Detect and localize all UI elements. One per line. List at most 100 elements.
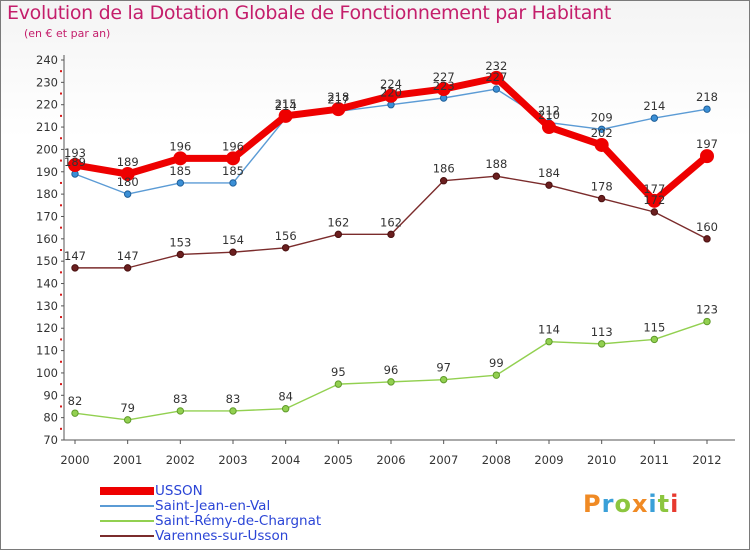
y-tick-label: 160 bbox=[36, 232, 58, 246]
data-point bbox=[229, 248, 237, 256]
data-point bbox=[703, 105, 711, 113]
x-tick-label: 2007 bbox=[429, 453, 458, 467]
data-label: 180 bbox=[117, 175, 139, 189]
data-label: 156 bbox=[275, 229, 297, 243]
data-label: 218 bbox=[696, 90, 718, 104]
y-tick-label: 210 bbox=[36, 120, 58, 134]
y-tick-label: 130 bbox=[36, 299, 58, 313]
data-label: 210 bbox=[538, 108, 560, 122]
data-label: 177 bbox=[643, 182, 665, 196]
y-minor-tick bbox=[60, 271, 62, 274]
data-point bbox=[492, 172, 501, 180]
data-label: 84 bbox=[278, 390, 293, 404]
data-point bbox=[123, 190, 132, 198]
data-point bbox=[436, 82, 451, 97]
data-point bbox=[384, 88, 398, 103]
data-point bbox=[650, 208, 659, 216]
y-minor-tick bbox=[60, 360, 62, 363]
y-tick-label: 80 bbox=[43, 411, 58, 425]
logo-letter: o bbox=[614, 490, 632, 518]
data-label: 83 bbox=[226, 392, 241, 406]
y-minor-tick bbox=[60, 338, 62, 341]
data-label: 189 bbox=[64, 155, 86, 169]
data-point bbox=[71, 264, 79, 272]
data-label: 172 bbox=[643, 193, 665, 207]
legend-item: USSON bbox=[100, 484, 400, 499]
data-point bbox=[120, 167, 135, 181]
chart-subtitle: (en € et par an) bbox=[24, 27, 111, 40]
data-point bbox=[123, 264, 132, 272]
proxiti-logo: Proxiti bbox=[583, 490, 679, 518]
data-point bbox=[650, 335, 659, 344]
logo-letter: P bbox=[583, 490, 602, 518]
legend-label: Saint-Rémy-de-Chargnat bbox=[155, 513, 322, 529]
y-tick-label: 150 bbox=[36, 254, 58, 268]
data-label: 186 bbox=[433, 162, 455, 176]
data-label: 218 bbox=[327, 90, 349, 104]
data-point bbox=[387, 230, 395, 239]
data-label: 212 bbox=[538, 104, 560, 118]
data-label: 114 bbox=[538, 323, 560, 337]
y-tick-label: 200 bbox=[36, 142, 58, 156]
data-point bbox=[229, 407, 237, 415]
data-point bbox=[545, 181, 553, 189]
data-point bbox=[334, 230, 343, 239]
data-point bbox=[176, 250, 185, 259]
data-label: 115 bbox=[643, 320, 665, 334]
data-point bbox=[176, 407, 185, 415]
data-point bbox=[439, 177, 448, 185]
data-point bbox=[387, 378, 395, 386]
data-label: 214 bbox=[275, 99, 297, 113]
data-point bbox=[173, 151, 188, 166]
x-tick-label: 2011 bbox=[640, 453, 669, 467]
data-point bbox=[703, 317, 711, 326]
data-label: 188 bbox=[485, 157, 507, 171]
data-label: 154 bbox=[222, 233, 244, 247]
data-label: 113 bbox=[591, 325, 613, 339]
y-tick-label: 190 bbox=[36, 165, 58, 179]
data-point bbox=[650, 114, 659, 122]
legend-item: Saint-Jean-en-Val bbox=[100, 499, 400, 514]
data-label: 147 bbox=[117, 249, 139, 263]
y-tick-label: 70 bbox=[43, 433, 58, 447]
data-point bbox=[334, 380, 343, 388]
data-label: 96 bbox=[384, 363, 399, 377]
x-tick-label: 2006 bbox=[376, 453, 405, 467]
y-tick-label: 140 bbox=[36, 277, 58, 291]
data-point bbox=[331, 102, 346, 117]
data-point bbox=[545, 337, 553, 346]
logo-letter: x bbox=[631, 490, 649, 518]
x-tick-label: 2003 bbox=[218, 453, 247, 467]
y-minor-tick bbox=[60, 137, 62, 140]
data-label: 209 bbox=[591, 110, 613, 124]
data-label: 83 bbox=[173, 392, 188, 406]
data-point bbox=[489, 70, 504, 85]
y-minor-tick bbox=[60, 92, 62, 95]
data-point bbox=[597, 125, 606, 133]
data-label: 196 bbox=[222, 139, 244, 153]
x-tick-label: 2004 bbox=[271, 453, 300, 467]
y-minor-tick bbox=[60, 159, 62, 162]
data-label: 197 bbox=[696, 137, 718, 151]
data-label: 220 bbox=[380, 86, 402, 100]
legend-swatch bbox=[100, 487, 154, 495]
y-minor-tick bbox=[60, 427, 62, 430]
data-label: 82 bbox=[68, 394, 83, 408]
data-point bbox=[176, 179, 185, 187]
data-point bbox=[594, 137, 609, 152]
y-minor-tick bbox=[60, 70, 62, 73]
data-point bbox=[226, 151, 240, 166]
y-minor-tick bbox=[60, 226, 62, 229]
x-tick-label: 2012 bbox=[692, 453, 721, 467]
data-point bbox=[597, 194, 606, 203]
data-label: 227 bbox=[433, 70, 455, 84]
data-label: 178 bbox=[591, 180, 613, 194]
x-tick-label: 2002 bbox=[166, 453, 195, 467]
data-point bbox=[492, 85, 501, 93]
chart-title: Evolution de la Dotation Globale de Fonc… bbox=[7, 2, 612, 24]
data-label: 227 bbox=[485, 70, 507, 84]
legend-label: Saint-Jean-en-Val bbox=[155, 498, 271, 514]
logo-letter: i bbox=[648, 490, 658, 518]
y-minor-tick bbox=[60, 114, 62, 117]
